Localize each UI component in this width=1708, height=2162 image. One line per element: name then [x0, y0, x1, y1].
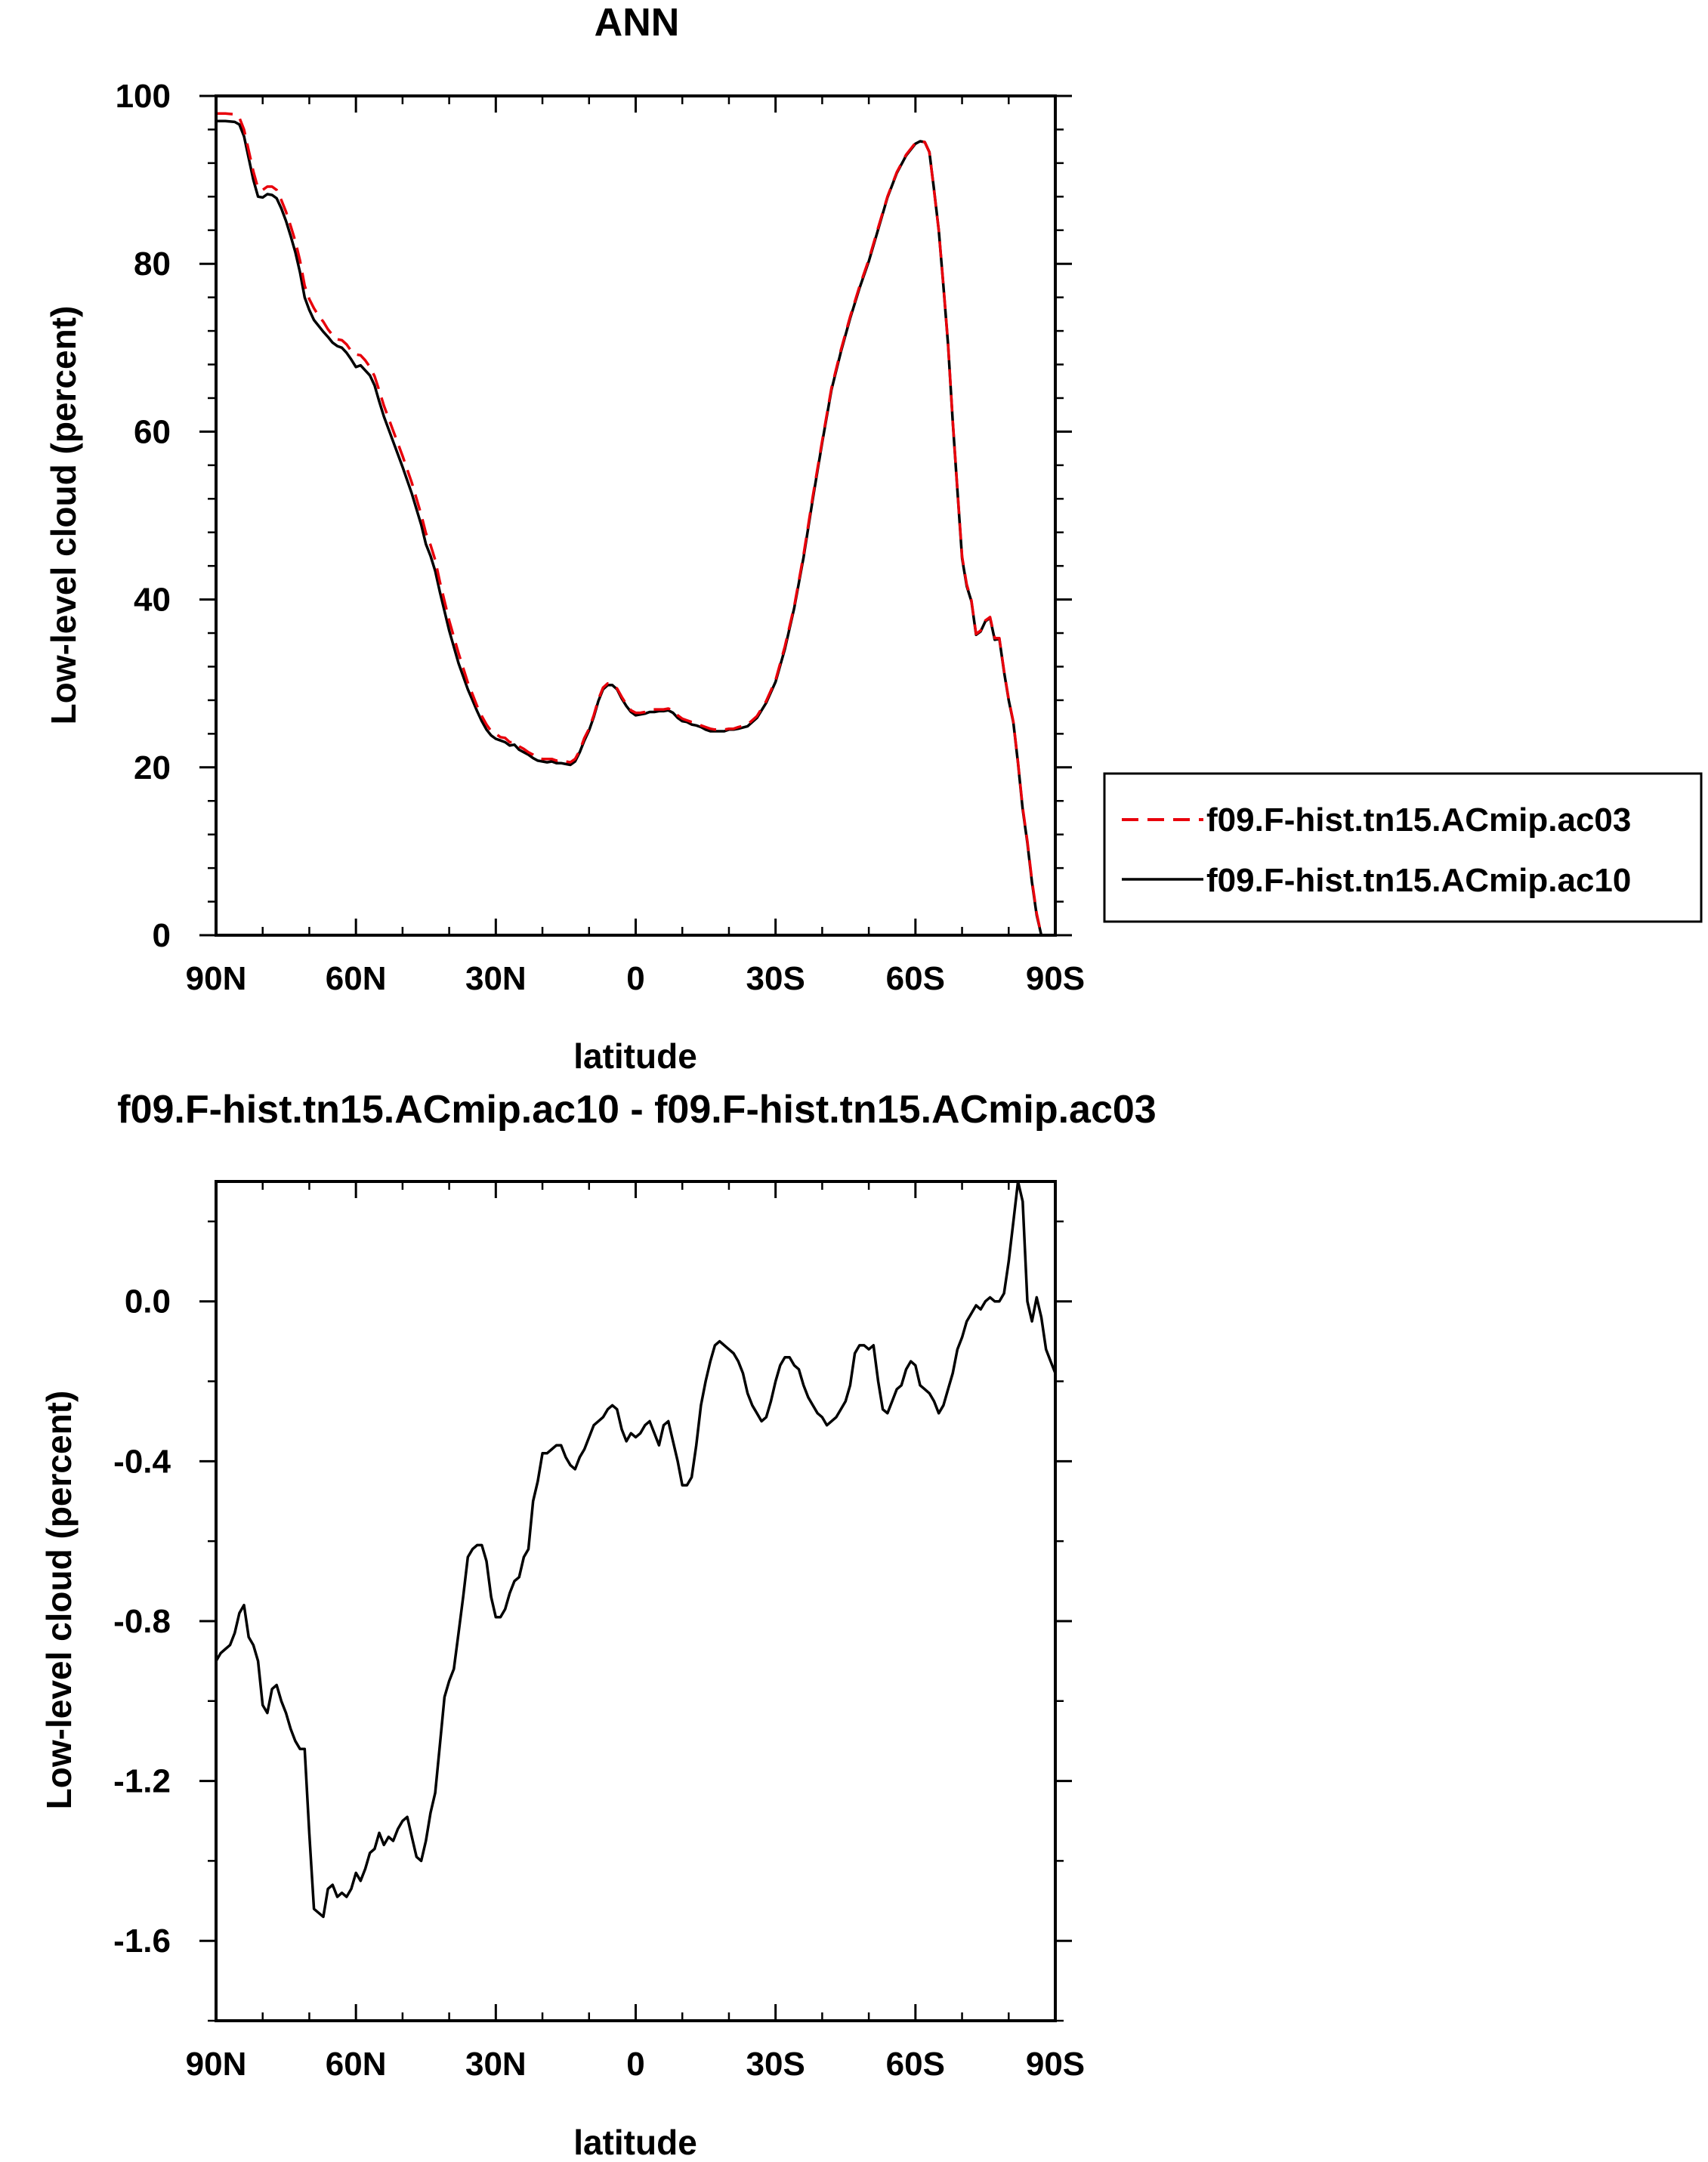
panel-bottom-chart: f09.F-hist.tn15.ACmip.ac10 - f09.F-hist.…: [39, 1088, 1157, 2162]
panel-top-title: ANN: [595, 1, 680, 45]
y-tick-label: -1.6: [113, 1923, 171, 1960]
panel-bottom-frame: [215, 1180, 1057, 2022]
x-tick-label: 60N: [326, 2046, 387, 2083]
x-tick-label: 0: [626, 2046, 644, 2083]
x-tick-label: 60S: [886, 2046, 945, 2083]
x-tick-label: 90S: [1026, 960, 1085, 997]
panel-bottom-series-group: [215, 1180, 1057, 1919]
x-tick-label: 30N: [465, 2046, 527, 2083]
panel-top-tick-labels: 90N 60N 30N 0 30S 60S 90S 0 20 40 60 80 100: [116, 78, 1086, 997]
y-tick-label: 20: [134, 749, 171, 786]
y-tick-label: -0.8: [113, 1603, 171, 1640]
panel-bottom-y-axis-label: Low-level cloud (percent): [39, 1391, 79, 1810]
x-tick-label: 0: [626, 960, 644, 997]
x-tick-label: 60S: [886, 960, 945, 997]
x-tick-label: 90N: [186, 2046, 247, 2083]
legend-label-ac03: f09.F-hist.tn15.ACmip.ac03: [1206, 801, 1631, 839]
panel-bottom-tick-marks: [199, 1181, 1072, 2022]
series-line-top-1: [216, 119, 1051, 937]
x-tick-label: 90S: [1026, 2046, 1085, 2083]
y-tick-label: 60: [134, 413, 171, 450]
panel-bottom-x-axis-label: latitude: [573, 2123, 697, 2162]
panel-bottom-tick-labels: 90N 60N 30N 0 30S 60S 90S -1.6 -1.2 -0.8 -0.4 0.0: [113, 1283, 1085, 2083]
panel-top-frame: [215, 94, 1057, 937]
y-tick-label: -1.2: [113, 1763, 171, 1800]
x-tick-label: 30N: [465, 960, 527, 997]
legend: f09.F-hist.tn15.ACmip.ac03 f09.F-hist.tn…: [1103, 772, 1703, 923]
x-tick-label: 30S: [746, 960, 805, 997]
x-tick-label: 30S: [746, 2046, 805, 2083]
y-tick-label: -0.4: [113, 1443, 171, 1480]
series-line-top-0: [216, 112, 1051, 937]
y-tick-label: 100: [116, 78, 171, 115]
panel-top-tick-marks: [199, 94, 1072, 937]
panel-top-chart: ANN 90N 60N 30N 0 30S 60S 90S 0 20 40 60 80 100 lati…: [44, 1, 1703, 1076]
panel-bottom-title: f09.F-hist.tn15.ACmip.ac10 - f09.F-hist.…: [117, 1088, 1156, 1132]
y-tick-label: 0.0: [125, 1283, 171, 1320]
series-line-bot-0: [215, 1180, 1057, 1919]
y-tick-label: 40: [134, 582, 171, 619]
panel-top-x-axis-label: latitude: [573, 1036, 697, 1076]
panel-top-series-group: [216, 112, 1051, 937]
legend-label-ac10: f09.F-hist.tn15.ACmip.ac10: [1206, 862, 1631, 899]
x-tick-label: 60N: [326, 960, 387, 997]
x-tick-label: 90N: [186, 960, 247, 997]
y-tick-label: 0: [153, 917, 171, 954]
panel-top-y-axis-label: Low-level cloud (percent): [44, 306, 83, 725]
legend-box: [1103, 772, 1703, 923]
y-tick-label: 80: [134, 246, 171, 283]
